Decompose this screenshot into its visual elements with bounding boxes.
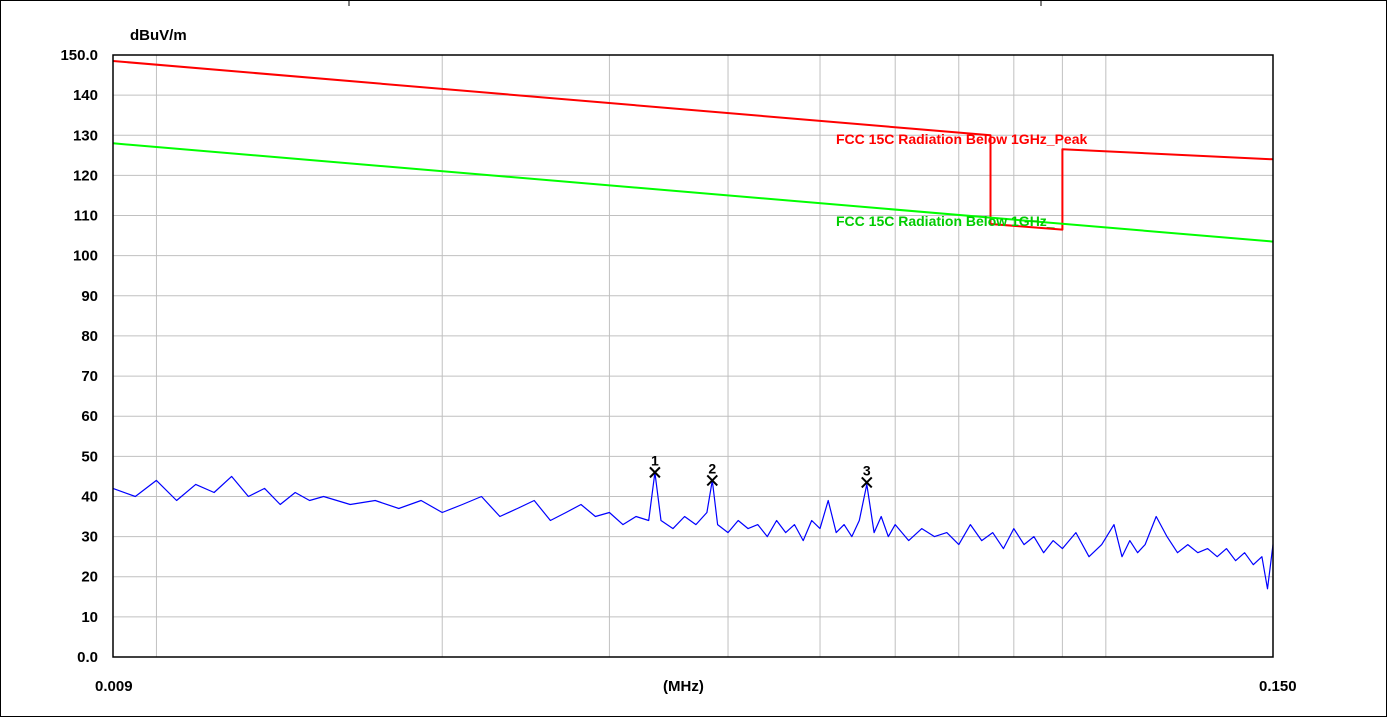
y-unit-label: dBuV/m	[130, 27, 187, 44]
y-tick-label: 100	[73, 248, 98, 265]
marker-label: 1	[651, 452, 659, 468]
y-tick-label: 130	[73, 127, 98, 144]
peak-limit-label: FCC 15C Radiation Below 1GHz_Peak	[836, 131, 1088, 147]
peak-marker: 2	[706, 460, 718, 487]
peak-marker: 1	[649, 452, 661, 479]
avg-limit-label: FCC 15C Radiation Below 1GHz_	[836, 213, 1055, 229]
y-tick-label: 0.0	[77, 649, 98, 666]
marker-cross	[649, 466, 661, 479]
measurement-trace	[112, 471, 1274, 590]
y-tick-label: 70	[81, 368, 98, 385]
y-tick-label: 30	[81, 529, 98, 546]
marker-cross	[861, 476, 873, 489]
plot-frame	[112, 54, 1274, 658]
marker-label: 2	[708, 460, 716, 476]
y-axis-ticks: 150.0 140 130 120 110 100 90 80 70 60 50 40 30 20 10 0.…	[60, 47, 98, 666]
markers-layer: 1 2 3	[649, 452, 873, 489]
y-tick-label: 50	[81, 448, 98, 465]
y-tick-label: 90	[81, 288, 98, 305]
grid-lines	[113, 55, 1273, 657]
peak-marker: 3	[861, 462, 873, 489]
x-tick-max: 0.150	[1259, 678, 1297, 695]
y-tick-label: 20	[81, 569, 98, 586]
y-tick-label: 140	[73, 87, 98, 104]
peak-limit-line	[112, 60, 1274, 231]
y-tick-label: 150.0	[60, 47, 98, 64]
y-tick-label: 80	[81, 328, 98, 345]
marker-label: 3	[863, 462, 871, 478]
series-layer	[112, 60, 1274, 590]
y-tick-label: 60	[81, 408, 98, 425]
average-limit-line	[112, 142, 1274, 243]
x-unit-label: (MHz)	[663, 678, 704, 695]
y-tick-label: 10	[81, 609, 98, 626]
marker-cross	[706, 474, 718, 487]
x-tick-min: 0.009	[95, 678, 133, 695]
y-tick-label: 120	[73, 167, 98, 184]
y-tick-label: 40	[81, 488, 98, 505]
y-tick-label: 110	[74, 208, 98, 225]
